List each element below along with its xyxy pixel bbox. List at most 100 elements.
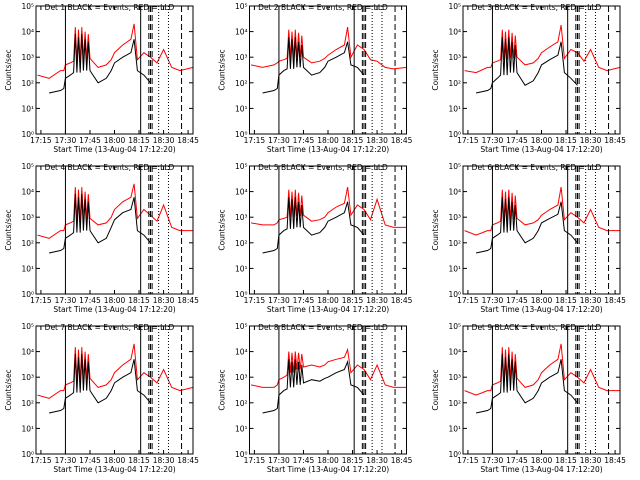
- y-tick-label: 10⁰: [448, 450, 461, 459]
- y-axis-label: Counts/sec: [431, 369, 440, 410]
- y-tick-label: 10¹: [235, 264, 248, 273]
- x-tick-label: 17:30: [55, 136, 77, 145]
- series-line: [250, 347, 407, 388]
- series-line: [464, 25, 621, 74]
- y-axis-label: Counts/sec: [431, 49, 440, 90]
- plot-frame: [35, 165, 194, 295]
- y-tick-label: 10⁴: [448, 348, 461, 357]
- y-tick-label: 10²: [448, 399, 461, 408]
- plot-frame: [249, 325, 407, 455]
- x-tick-label: 17:30: [268, 296, 290, 305]
- chart-title: Det 7 BLACK = Events, RED = LLD: [45, 323, 175, 332]
- x-tick-label: 18:00: [104, 456, 126, 465]
- x-tick-label: 17:45: [293, 136, 315, 145]
- x-tick-label: 17:30: [55, 456, 77, 465]
- y-tick-label: 10¹: [448, 424, 461, 433]
- y-tick-label: 10⁰: [235, 450, 248, 459]
- y-tick-label: 10³: [21, 213, 34, 222]
- x-tick-label: 17:30: [268, 456, 290, 465]
- y-tick-label: 10³: [448, 213, 461, 222]
- x-tick-label: 17:15: [457, 136, 479, 145]
- x-axis-label: Start Time (13-Aug-04 17:12:20): [53, 305, 175, 314]
- y-axis-label: Counts/sec: [431, 209, 440, 250]
- x-tick-label: 18:15: [128, 296, 150, 305]
- plot-frame: [249, 5, 407, 135]
- x-tick-label: 17:45: [79, 296, 101, 305]
- x-tick-label: 17:15: [457, 296, 479, 305]
- y-tick-label: 10³: [21, 53, 34, 62]
- x-tick-label: 18:30: [580, 136, 602, 145]
- plot-frame: [249, 165, 407, 295]
- x-tick-label: 17:15: [30, 296, 52, 305]
- x-tick-label: 18:00: [531, 456, 553, 465]
- x-tick-label: 17:45: [79, 136, 101, 145]
- y-tick-label: 10⁵: [448, 322, 461, 331]
- x-axis-label: Start Time (13-Aug-04 17:12:20): [53, 145, 175, 154]
- x-tick-label: 18:00: [531, 136, 553, 145]
- chart-title: Det 9 BLACK = Events, RED = LLD: [472, 323, 602, 332]
- y-tick-label: 10⁵: [21, 2, 34, 11]
- chart-title: Det 3 BLACK = Events, RED = LLD: [472, 3, 602, 12]
- y-tick-label: 10¹: [21, 424, 34, 433]
- x-tick-label: 18:45: [177, 456, 199, 465]
- x-axis-label: Start Time (13-Aug-04 17:12:20): [53, 465, 175, 474]
- x-axis-label: Start Time (13-Aug-04 17:12:20): [267, 305, 389, 314]
- y-tick-label: 10¹: [21, 104, 34, 113]
- x-tick-label: 17:15: [244, 456, 266, 465]
- y-tick-label: 10²: [21, 79, 34, 88]
- y-axis-label: Counts/sec: [4, 209, 13, 250]
- series-line: [464, 343, 620, 396]
- x-tick-label: 17:45: [506, 296, 528, 305]
- x-tick-label: 18:30: [366, 456, 388, 465]
- y-tick-label: 10¹: [235, 104, 248, 113]
- x-tick-label: 18:30: [580, 296, 602, 305]
- x-tick-label: 17:45: [506, 136, 528, 145]
- y-tick-label: 10⁵: [235, 162, 248, 171]
- x-tick-label: 18:30: [366, 296, 388, 305]
- y-tick-label: 10³: [448, 373, 461, 382]
- series-line: [464, 187, 620, 236]
- x-tick-label: 18:00: [104, 296, 126, 305]
- y-tick-label: 10⁰: [235, 290, 248, 299]
- x-tick-label: 17:45: [79, 456, 101, 465]
- x-tick-label: 17:45: [293, 296, 315, 305]
- plot-frame: [35, 325, 194, 455]
- x-tick-label: 18:15: [128, 456, 150, 465]
- series-line: [48, 194, 151, 254]
- y-tick-label: 10⁵: [448, 2, 461, 11]
- x-axis-label: Start Time (13-Aug-04 17:12:20): [267, 465, 389, 474]
- y-tick-label: 10⁵: [235, 2, 248, 11]
- x-axis-label: Start Time (13-Aug-04 17:12:20): [480, 305, 602, 314]
- x-tick-label: 18:30: [153, 296, 175, 305]
- series-line: [262, 359, 365, 414]
- x-tick-label: 18:00: [104, 136, 126, 145]
- y-axis-label: Counts/sec: [4, 369, 13, 410]
- y-tick-label: 10⁴: [448, 188, 461, 197]
- x-tick-label: 17:30: [55, 296, 77, 305]
- plot-frame: [462, 325, 621, 455]
- y-tick-label: 10⁴: [235, 348, 248, 357]
- x-tick-label: 18:30: [153, 136, 175, 145]
- y-tick-label: 10²: [448, 239, 461, 248]
- y-tick-label: 10⁴: [235, 28, 248, 37]
- chart-title: Det 5 BLACK = Events, RED = LLD: [258, 163, 388, 172]
- y-axis-label: Counts/sec: [218, 49, 227, 90]
- y-tick-label: 10³: [448, 53, 461, 62]
- x-tick-label: 18:15: [555, 456, 577, 465]
- y-tick-label: 10¹: [235, 424, 248, 433]
- series-line: [250, 27, 407, 70]
- x-tick-label: 18:45: [604, 136, 626, 145]
- x-tick-label: 17:15: [244, 296, 266, 305]
- x-tick-label: 18:00: [531, 296, 553, 305]
- series-line: [37, 183, 193, 239]
- x-tick-label: 18:45: [604, 456, 626, 465]
- series-line: [48, 354, 151, 414]
- y-tick-label: 10⁴: [448, 28, 461, 37]
